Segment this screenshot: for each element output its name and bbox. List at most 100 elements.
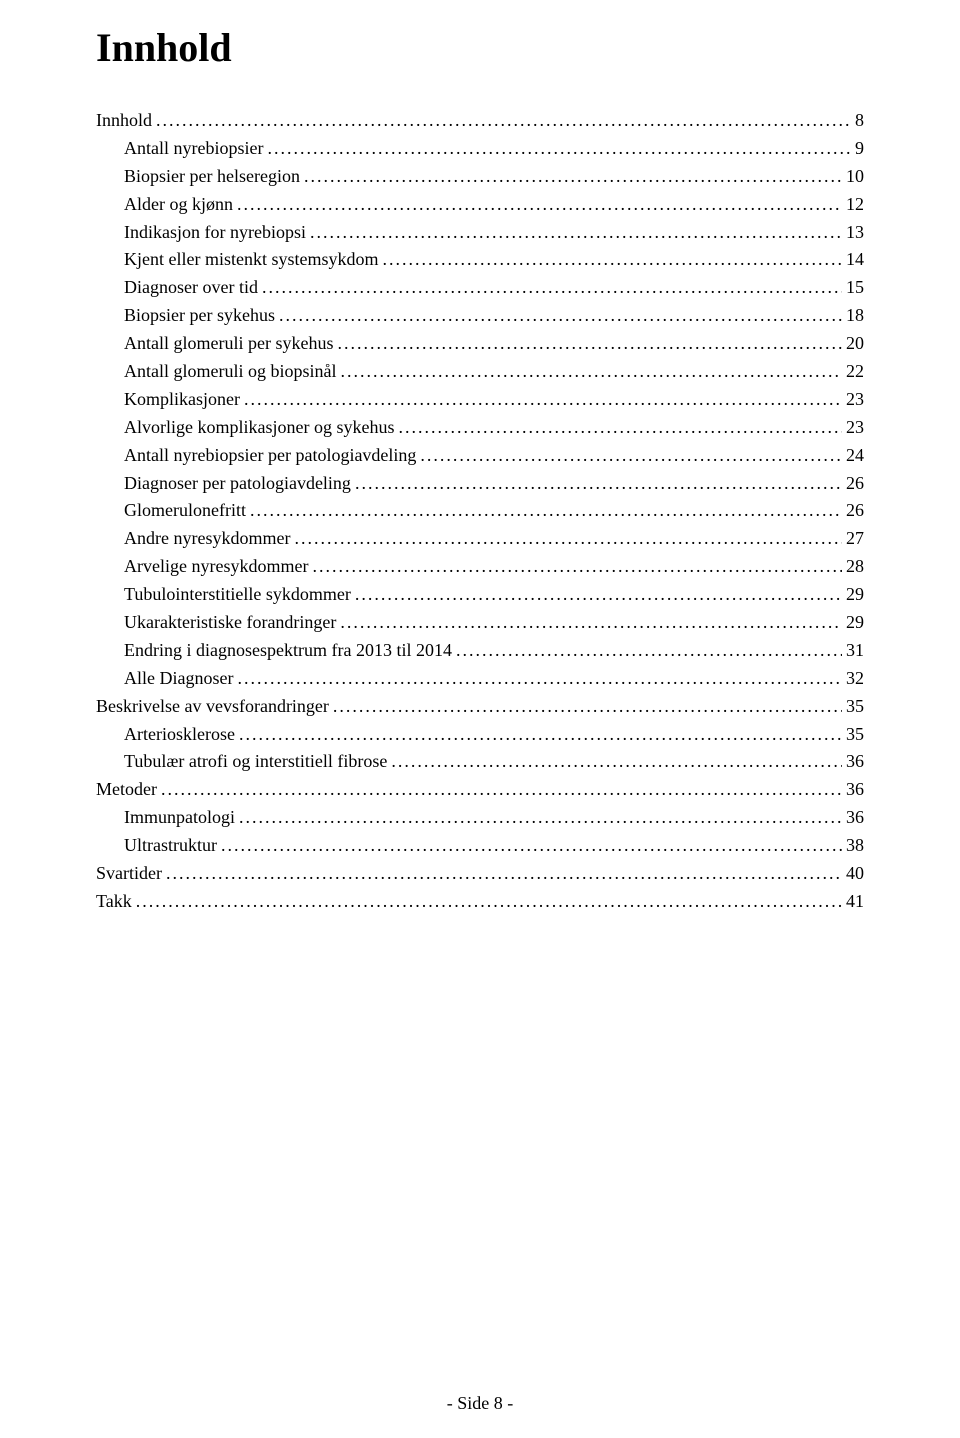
toc-page-number: 14 [846, 246, 864, 274]
page-footer: - Side 8 - [0, 1393, 960, 1414]
toc-row[interactable]: Alle Diagnoser 32 [96, 665, 864, 693]
toc-label: Antall nyrebiopsier per patologiavdeling [124, 442, 416, 470]
toc-leader [237, 665, 842, 693]
toc-page-number: 9 [855, 135, 864, 163]
toc-page-number: 12 [846, 191, 864, 219]
toc-page-number: 36 [846, 804, 864, 832]
toc-row[interactable]: Innhold 8 [96, 107, 864, 135]
toc-label: Antall glomeruli og biopsinål [124, 358, 336, 386]
toc-leader [156, 107, 851, 135]
toc-row[interactable]: Indikasjon for nyrebiopsi 13 [96, 219, 864, 247]
toc-row[interactable]: Svartider40 [96, 860, 864, 888]
toc-page-number: 41 [846, 888, 864, 916]
toc-row[interactable]: Komplikasjoner 23 [96, 386, 864, 414]
toc-label: Diagnoser over tid [124, 274, 258, 302]
toc-leader [337, 330, 842, 358]
toc-leader [456, 637, 842, 665]
toc-page-number: 8 [855, 107, 864, 135]
toc-row[interactable]: Antall nyrebiopsier 9 [96, 135, 864, 163]
toc-row[interactable]: Ultrastruktur38 [96, 832, 864, 860]
toc-leader [244, 386, 842, 414]
toc-label: Tubulær atrofi og interstitiell fibrose [124, 748, 387, 776]
toc-label: Komplikasjoner [124, 386, 240, 414]
toc-leader [355, 581, 842, 609]
toc-leader [398, 414, 842, 442]
toc-row[interactable]: Alvorlige komplikasjoner og sykehus23 [96, 414, 864, 442]
toc-label: Diagnoser per patologiavdeling [124, 470, 351, 498]
toc-leader [279, 302, 842, 330]
toc-page-number: 28 [846, 553, 864, 581]
toc-row[interactable]: Diagnoser per patologiavdeling 26 [96, 470, 864, 498]
toc-row[interactable]: Metoder36 [96, 776, 864, 804]
toc-row[interactable]: Endring i diagnosespektrum fra 2013 til … [96, 637, 864, 665]
toc-leader [294, 525, 842, 553]
toc-row[interactable]: Ukarakteristiske forandringer29 [96, 609, 864, 637]
toc-page-number: 22 [846, 358, 864, 386]
toc-label: Antall glomeruli per sykehus [124, 330, 333, 358]
toc-leader [340, 609, 842, 637]
toc-label: Kjent eller mistenkt systemsykdom [124, 246, 378, 274]
toc-row[interactable]: Alder og kjønn12 [96, 191, 864, 219]
toc-page-number: 29 [846, 581, 864, 609]
toc-row[interactable]: Beskrivelse av vevsforandringer35 [96, 693, 864, 721]
toc-label: Tubulointerstitielle sykdommer [124, 581, 351, 609]
toc-row[interactable]: Biopsier per sykehus 18 [96, 302, 864, 330]
toc-row[interactable]: Tubulær atrofi og interstitiell fibrose 3… [96, 748, 864, 776]
toc-row[interactable]: Kjent eller mistenkt systemsykdom 14 [96, 246, 864, 274]
toc-row[interactable]: Antall glomeruli per sykehus 20 [96, 330, 864, 358]
toc-row[interactable]: Antall glomeruli og biopsinål 22 [96, 358, 864, 386]
toc-page-number: 26 [846, 470, 864, 498]
toc-page-number: 32 [846, 665, 864, 693]
toc-label: Indikasjon for nyrebiopsi [124, 219, 306, 247]
toc-leader [304, 163, 842, 191]
toc-row[interactable]: Andre nyresykdommer27 [96, 525, 864, 553]
toc-leader [391, 748, 842, 776]
toc-label: Antall nyrebiopsier [124, 135, 263, 163]
toc-label: Endring i diagnosespektrum fra 2013 til … [124, 637, 452, 665]
toc-page-number: 23 [846, 386, 864, 414]
toc-leader [221, 832, 842, 860]
toc-label: Takk [96, 888, 132, 916]
toc-page-number: 38 [846, 832, 864, 860]
toc-page-number: 10 [846, 163, 864, 191]
toc-row[interactable]: Arteriosklerose35 [96, 721, 864, 749]
toc-row[interactable]: Diagnoser over tid 15 [96, 274, 864, 302]
toc-row[interactable]: Glomerulonefritt26 [96, 497, 864, 525]
toc-leader [420, 442, 842, 470]
toc-page-number: 35 [846, 721, 864, 749]
toc-leader [250, 497, 842, 525]
toc-label: Beskrivelse av vevsforandringer [96, 693, 329, 721]
toc-page-number: 40 [846, 860, 864, 888]
toc-page-number: 20 [846, 330, 864, 358]
toc-leader [355, 470, 842, 498]
toc-page-number: 24 [846, 442, 864, 470]
toc-leader [312, 553, 842, 581]
toc-row[interactable]: Biopsier per helseregion 10 [96, 163, 864, 191]
toc-label: Innhold [96, 107, 152, 135]
toc-label: Biopsier per sykehus [124, 302, 275, 330]
toc-row[interactable]: Takk 41 [96, 888, 864, 916]
toc-row[interactable]: Arvelige nyresykdommer28 [96, 553, 864, 581]
toc-row[interactable]: Immunpatologi36 [96, 804, 864, 832]
toc-leader [136, 888, 842, 916]
toc-leader [310, 219, 842, 247]
toc-row[interactable]: Antall nyrebiopsier per patologiavdeling… [96, 442, 864, 470]
toc-label: Glomerulonefritt [124, 497, 246, 525]
toc-page-number: 18 [846, 302, 864, 330]
toc-page-number: 15 [846, 274, 864, 302]
toc-label: Metoder [96, 776, 157, 804]
toc-leader [161, 776, 842, 804]
toc-label: Andre nyresykdommer [124, 525, 290, 553]
toc-leader [239, 721, 842, 749]
toc-page-number: 36 [846, 748, 864, 776]
page-title: Innhold [96, 24, 864, 71]
toc-page-number: 31 [846, 637, 864, 665]
toc-page-number: 13 [846, 219, 864, 247]
toc-page-number: 29 [846, 609, 864, 637]
toc-label: Alle Diagnoser [124, 665, 233, 693]
toc-page-number: 23 [846, 414, 864, 442]
toc-label: Biopsier per helseregion [124, 163, 300, 191]
toc-row[interactable]: Tubulointerstitielle sykdommer 29 [96, 581, 864, 609]
toc-leader [340, 358, 842, 386]
toc-leader [267, 135, 851, 163]
